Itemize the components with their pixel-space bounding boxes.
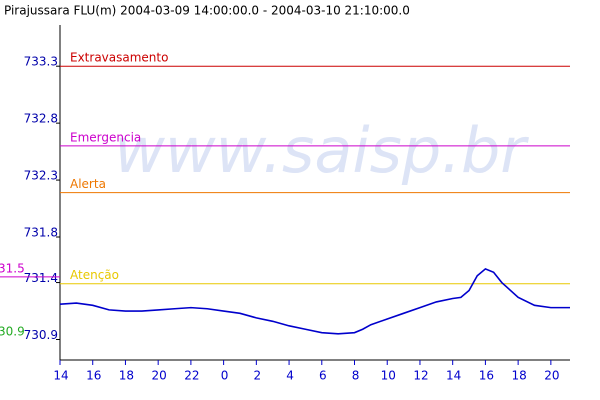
- threshold-label: Atenção: [70, 268, 119, 282]
- x-tick-label: 2: [254, 369, 262, 383]
- x-tick-label: 18: [511, 369, 526, 383]
- threshold-label: Emergencia: [70, 130, 141, 144]
- x-tick-label: 12: [413, 369, 428, 383]
- x-tick-label: 6: [319, 369, 327, 383]
- x-tick-label: 14: [446, 369, 461, 383]
- x-tick-label: 20: [544, 369, 559, 383]
- x-tick-label: 16: [479, 369, 494, 383]
- y-tick-label: 733.3: [24, 55, 58, 69]
- x-tick-label: 4: [286, 369, 294, 383]
- y-tick-label: 732.3: [24, 169, 58, 183]
- x-tick-label: 22: [184, 369, 199, 383]
- x-tick-label: 16: [86, 369, 101, 383]
- y-tick-label: 730.9: [24, 328, 58, 342]
- x-tick-label: 20: [152, 369, 167, 383]
- y-tick-label: 731.8: [24, 226, 58, 240]
- y-tick-label: 731.4: [24, 271, 58, 285]
- y-tick-label: 732.8: [24, 112, 58, 126]
- x-tick-label: 8: [352, 369, 360, 383]
- min-label: 30.9: [0, 324, 25, 338]
- x-tick-label: 10: [381, 369, 396, 383]
- threshold-label: Alerta: [70, 177, 106, 191]
- x-tick-label: 0: [221, 369, 229, 383]
- x-tick-label: 18: [119, 369, 134, 383]
- x-tick-label: 14: [53, 369, 68, 383]
- max-label: 31.5: [0, 261, 25, 275]
- watermark: www.saisp.br: [114, 114, 529, 187]
- threshold-label: Extravasamento: [70, 51, 168, 65]
- data-line: [59, 267, 570, 335]
- chart-title: Pirajussara FLU(m) 2004-03-09 14:00:00.0…: [4, 4, 410, 18]
